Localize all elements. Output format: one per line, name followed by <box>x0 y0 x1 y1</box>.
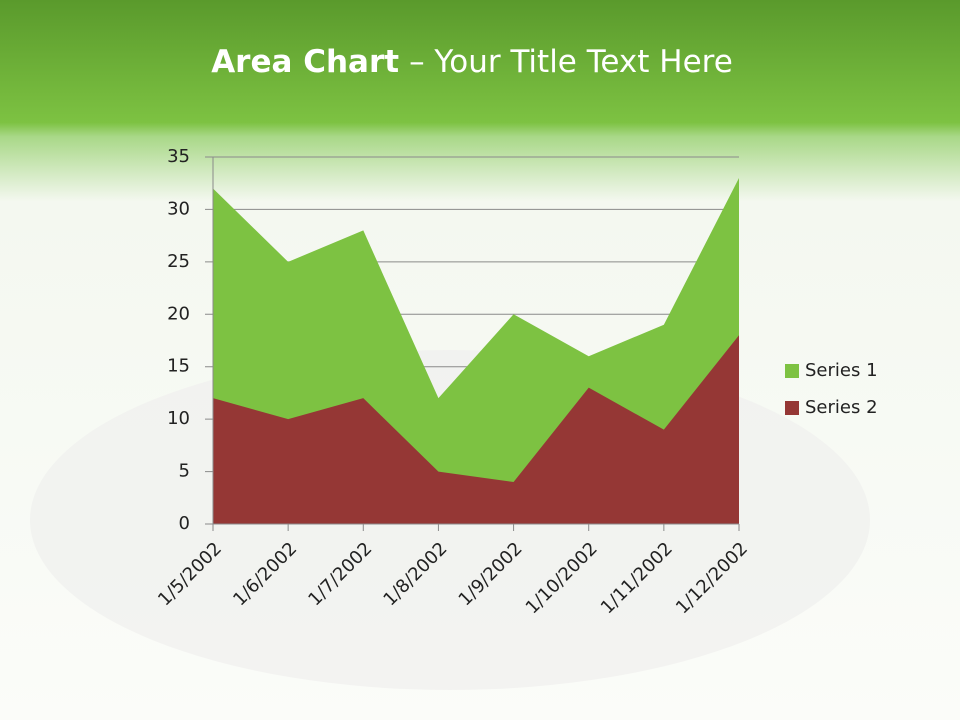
y-tick-label: 10 <box>167 408 190 429</box>
y-tick-label: 25 <box>167 251 190 272</box>
legend-swatch <box>785 364 799 378</box>
legend-label: Series 1 <box>805 360 878 381</box>
title-bold: Area Chart <box>211 44 399 80</box>
y-tick-label: 0 <box>179 513 190 534</box>
slide-title: Area Chart – Your Title Text Here <box>211 44 733 80</box>
y-tick-label: 20 <box>167 303 190 324</box>
legend-label: Series 2 <box>805 397 878 418</box>
title-rest: – Your Title Text Here <box>409 44 733 80</box>
y-tick-label: 5 <box>179 461 190 482</box>
y-tick-label: 30 <box>167 198 190 219</box>
y-tick-label: 15 <box>167 356 190 377</box>
area <box>213 335 739 524</box>
y-tick-label: 35 <box>167 146 190 167</box>
legend-swatch <box>785 401 799 415</box>
